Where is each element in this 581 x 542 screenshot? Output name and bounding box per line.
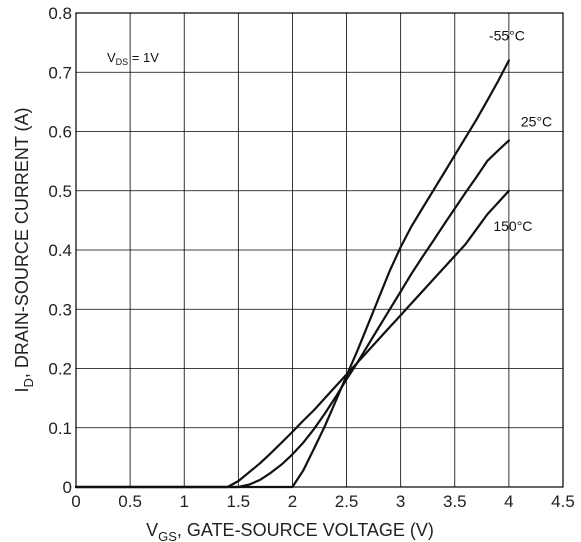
y-tick-label: 0.7 xyxy=(48,63,72,82)
x-tick-label: 2.5 xyxy=(335,492,359,511)
x-tick-label: 4.5 xyxy=(551,492,575,511)
series-labels: -55°C 25°C 150°C xyxy=(489,27,552,233)
x-axis-label: VGS, GATE-SOURCE VOLTAGE (V) xyxy=(146,520,434,542)
x-tick-label: 4 xyxy=(504,492,513,511)
x-tick-label: 3 xyxy=(396,492,405,511)
y-tick-label: 0.4 xyxy=(48,241,72,260)
plot-frame xyxy=(75,12,564,488)
tick-labels: 0 0.5 1 1.5 2 2.5 3 3.5 4 4.5 0 0.1 0.2 0.3 0.4 0.5 0.6 0… xyxy=(48,4,574,511)
series-label-1: 25°C xyxy=(521,113,552,129)
x-tick-label: 1 xyxy=(179,492,188,511)
grid xyxy=(75,12,564,488)
y-tick-label: 0.3 xyxy=(48,300,72,319)
x-tick-label: 3.5 xyxy=(443,492,467,511)
curves xyxy=(74,59,510,489)
series-line-1 xyxy=(74,139,510,489)
vds-main: V xyxy=(107,50,116,65)
vds-annotation: VDS = 1V xyxy=(107,50,159,67)
y-tick-label: 0.5 xyxy=(48,182,72,201)
x-axis-label-sub: GS xyxy=(158,529,177,542)
series-line-0 xyxy=(74,59,510,489)
x-tick-label: 0.5 xyxy=(118,492,142,511)
series-line-2 xyxy=(74,189,510,489)
y-axis-label-sub: D xyxy=(21,378,36,387)
x-axis-label-rest: , GATE-SOURCE VOLTAGE (V) xyxy=(177,520,434,540)
x-tick-label: 2 xyxy=(288,492,297,511)
vds-rest: = 1V xyxy=(128,50,159,65)
y-axis-label-main: I xyxy=(12,388,32,393)
x-tick-label: 1.5 xyxy=(227,492,251,511)
y-tick-label: 0.2 xyxy=(48,360,72,379)
series-label-0: -55°C xyxy=(489,27,525,43)
x-tick-label: 0 xyxy=(71,492,80,511)
series-label-2: 150°C xyxy=(493,218,532,234)
y-tick-label: 0.1 xyxy=(48,419,72,438)
y-axis-label: ID, DRAIN-SOURCE CURRENT (A) xyxy=(12,107,36,392)
x-axis-label-main: V xyxy=(146,520,158,540)
vds-sub: DS xyxy=(116,57,129,67)
y-axis-label-rest: , DRAIN-SOURCE CURRENT (A) xyxy=(12,107,32,378)
y-tick-label: 0.8 xyxy=(48,4,72,23)
y-tick-label: 0 xyxy=(63,478,72,497)
y-tick-label: 0.6 xyxy=(48,123,72,142)
